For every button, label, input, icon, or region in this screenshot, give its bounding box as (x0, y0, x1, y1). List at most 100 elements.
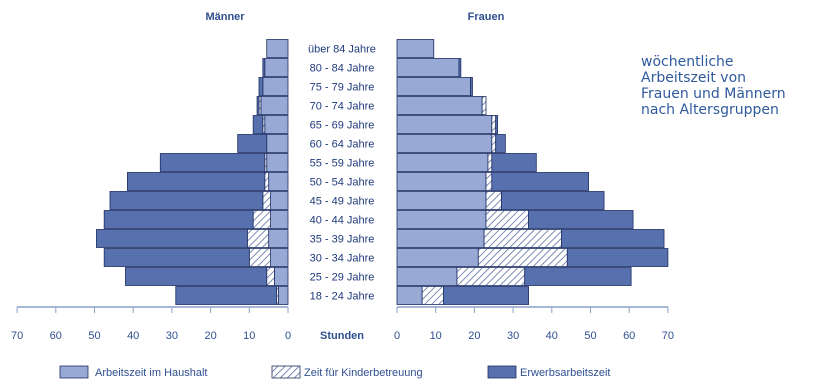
tick-label-left-60: 60 (50, 330, 62, 342)
bar-maenner-erwerb-0 (175, 286, 277, 305)
bar-maenner-erwerb-6 (126, 172, 266, 191)
tick-label-right-0: 0 (394, 330, 400, 342)
tick-label-right-20: 20 (468, 330, 480, 342)
bar-maenner-erwerb-12 (262, 58, 266, 77)
legend-swatch-erwerb (487, 365, 517, 379)
bar-frauen-kinder-0 (421, 286, 444, 305)
bar-maenner-haushalt-5 (270, 191, 289, 210)
age-label-7: 55 - 59 Jahre (310, 158, 375, 170)
bar-frauen-haushalt-11 (396, 77, 471, 96)
bar-maenner-haushalt-10 (260, 96, 289, 115)
bar-frauen-haushalt-0 (396, 286, 423, 305)
bar-frauen-kinder-10 (481, 96, 487, 115)
caption-line-2: Arbeitszeit von (641, 70, 747, 86)
bar-frauen-haushalt-8 (396, 134, 493, 153)
bar-maenner-haushalt-6 (268, 172, 289, 191)
bar-maenner-haushalt-4 (270, 210, 289, 229)
bar-maenner-kinder-2 (248, 248, 271, 267)
tick-label-right-30: 30 (507, 330, 519, 342)
tick-label-left-30: 30 (166, 330, 178, 342)
female-bars (396, 39, 669, 305)
bar-maenner-haushalt-2 (270, 248, 289, 267)
bar-frauen-haushalt-10 (396, 96, 483, 115)
bar-frauen-kinder-1 (456, 267, 526, 286)
legend-swatch-haushalt (59, 365, 89, 379)
age-label-5: 45 - 49 Jahre (310, 196, 375, 208)
caption-line-3: Frauen und Männern (641, 86, 786, 102)
tick-label-right-70: 70 (662, 330, 674, 342)
bar-maenner-erwerb-1 (125, 267, 268, 286)
legend-swatch-kinder (271, 365, 301, 379)
caption-line-4: nach Altersgruppen (641, 102, 779, 118)
bar-maenner-haushalt-0 (277, 286, 289, 305)
bar-frauen-erwerb-11 (470, 77, 473, 96)
tick-label-right-60: 60 (623, 330, 635, 342)
bar-maenner-erwerb-3 (96, 229, 248, 248)
legend: Arbeitszeit im Haushalt Zeit für Kinderbe… (59, 365, 610, 379)
age-label-11: 75 - 79 Jahre (310, 82, 375, 94)
tick-label-right-40: 40 (546, 330, 558, 342)
bar-frauen-kinder-6 (485, 172, 493, 191)
caption-line-1: wöchentliche (641, 54, 734, 70)
bar-frauen-erwerb-9 (495, 115, 499, 134)
bar-frauen-haushalt-5 (396, 191, 487, 210)
tick-label-right-10: 10 (430, 330, 442, 342)
age-category-labels: 18 - 24 Jahre 25 - 29 Jahre 30 - 34 Jahre 3… (308, 44, 376, 303)
age-label-9: 65 - 69 Jahre (310, 120, 375, 132)
age-label-10: 70 - 74 Jahre (310, 101, 375, 113)
age-label-1: 25 - 29 Jahre (310, 272, 375, 284)
bar-maenner-kinder-5 (262, 191, 271, 210)
x-axis-label: Stunden (320, 330, 364, 342)
bar-frauen-erwerb-3 (561, 229, 665, 248)
bar-frauen-erwerb-7 (491, 153, 537, 172)
legend-label-kinder: Zeit für Kinderbetreuung (304, 367, 423, 379)
bar-frauen-haushalt-13 (396, 39, 435, 58)
age-label-12: 80 - 84 Jahre (310, 63, 375, 75)
bar-maenner-haushalt-13 (266, 39, 289, 58)
bar-frauen-erwerb-6 (491, 172, 589, 191)
tick-label-left-10: 10 (243, 330, 255, 342)
age-label-0: 18 - 24 Jahre (310, 291, 375, 303)
tick-label-left-50: 50 (88, 330, 100, 342)
bar-frauen-erwerb-1 (524, 267, 632, 286)
bar-maenner-kinder-4 (252, 210, 271, 229)
tick-label-left-0: 0 (285, 330, 291, 342)
bar-frauen-erwerb-5 (501, 191, 605, 210)
bar-maenner-erwerb-8 (237, 134, 268, 153)
tick-label-left-70: 70 (11, 330, 23, 342)
bar-maenner-kinder-3 (246, 229, 270, 248)
bar-frauen-erwerb-12 (458, 58, 462, 77)
age-label-6: 50 - 54 Jahre (310, 177, 375, 189)
bar-frauen-kinder-3 (483, 229, 562, 248)
bar-maenner-haushalt-3 (268, 229, 289, 248)
bar-frauen-haushalt-1 (396, 267, 458, 286)
bar-maenner-erwerb-2 (103, 248, 250, 267)
bar-maenner-haushalt-7 (266, 153, 289, 172)
x-axes: 0 0 10 10 20 20 30 30 40 40 50 50 60 60 70 70 (11, 306, 674, 342)
bar-maenner-erwerb-9 (252, 115, 264, 134)
legend-label-haushalt: Arbeitszeit im Haushalt (95, 367, 208, 379)
age-label-8: 60 - 64 Jahre (310, 139, 375, 151)
bar-frauen-haushalt-4 (396, 210, 487, 229)
bar-maenner-erwerb-10 (256, 96, 260, 115)
bar-frauen-kinder-7 (487, 153, 493, 172)
chart-caption: wöchentliche Arbeitszeit von Frauen und … (641, 54, 831, 118)
panel-title-right: Frauen (468, 11, 505, 23)
bar-maenner-haushalt-9 (264, 115, 289, 134)
legend-label-erwerb: Erwerbsarbeitszeit (520, 367, 610, 379)
bar-frauen-erwerb-8 (495, 134, 506, 153)
age-label-4: 40 - 44 Jahre (310, 215, 375, 227)
male-bars (96, 39, 289, 305)
tick-label-left-40: 40 (127, 330, 139, 342)
bar-maenner-erwerb-7 (159, 153, 266, 172)
age-label-13: über 84 Jahre (308, 44, 376, 56)
bar-frauen-kinder-8 (491, 134, 497, 153)
bar-maenner-erwerb-5 (109, 191, 264, 210)
age-label-3: 35 - 39 Jahre (310, 234, 375, 246)
bar-frauen-haushalt-7 (396, 153, 489, 172)
bar-frauen-kinder-2 (477, 248, 568, 267)
bar-frauen-kinder-9 (491, 115, 497, 134)
bar-frauen-haushalt-3 (396, 229, 485, 248)
bar-maenner-haushalt-11 (262, 77, 289, 96)
